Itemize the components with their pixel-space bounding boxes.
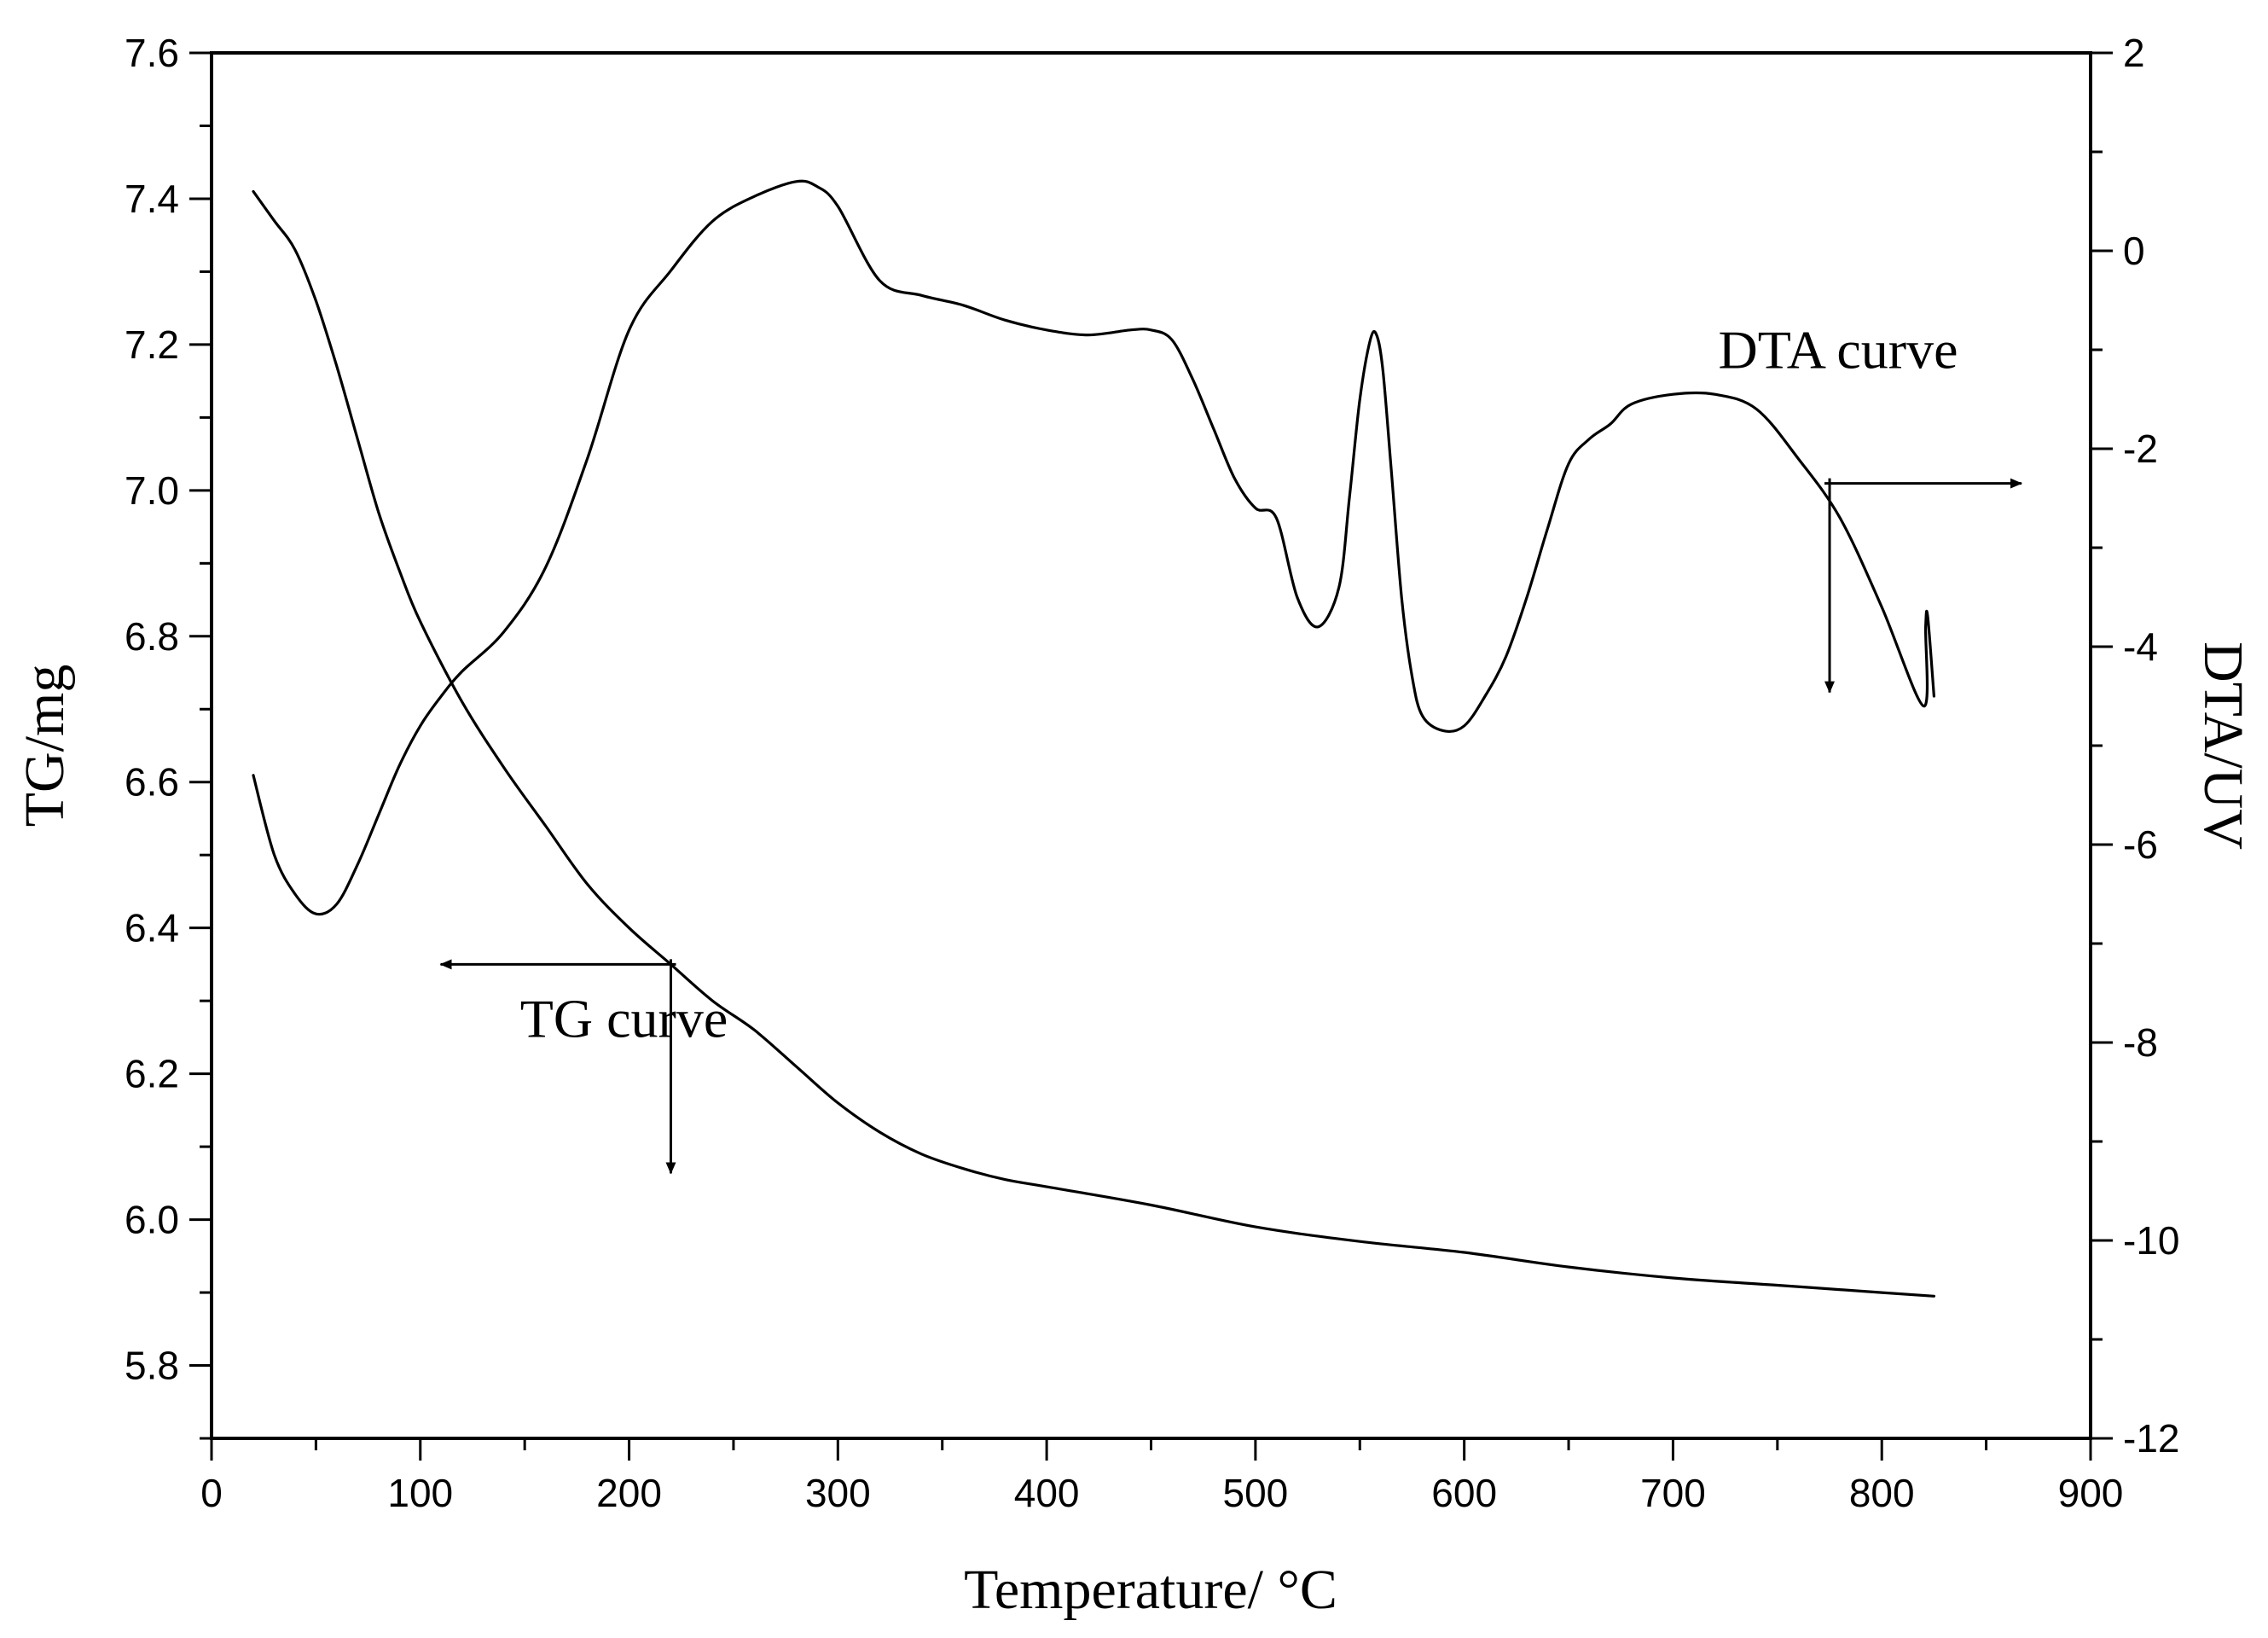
y-left-tick-label: 6.8: [125, 614, 179, 659]
x-axis-title: Temperature/ °C: [964, 1559, 1337, 1621]
y-right-tick-label: 2: [2123, 31, 2145, 75]
x-tick-label: 200: [596, 1471, 662, 1515]
y-left-tick-label: 6.0: [125, 1198, 179, 1242]
dta-curve-label: DTA curve: [1719, 320, 1958, 380]
y-left-tick-label: 7.0: [125, 468, 179, 513]
y-left-tick-label: 7.4: [125, 177, 179, 221]
y-left-tick-label: 7.6: [125, 31, 179, 75]
y-left-tick-label: 5.8: [125, 1344, 179, 1388]
x-tick-label: 600: [1431, 1471, 1497, 1515]
dta-curve-line: [252, 179, 1935, 916]
annotation-layer: TG curve DTA curve: [439, 320, 2023, 1175]
plot-frame: [210, 51, 2092, 1440]
y-left-tick-label: 6.4: [125, 906, 179, 950]
x-tick-label: 400: [1014, 1471, 1080, 1515]
y-right-tick-label: -10: [2123, 1218, 2179, 1263]
x-tick-label: 500: [1223, 1471, 1289, 1515]
x-axis: 0 100 200 300 400 500 600 700 800 900: [200, 1438, 2123, 1515]
x-tick-label: 900: [2058, 1471, 2124, 1515]
left-y-axis: 5.8 6.0 6.2 6.4 6.6 6.8 7.0 7.2 7.4 7.6: [125, 31, 212, 1440]
y-right-tick-label: -6: [2123, 822, 2158, 867]
x-tick-label: 800: [1849, 1471, 1915, 1515]
y-left-tick-label: 6.2: [125, 1052, 179, 1096]
y-left-tick-label: 7.2: [125, 322, 179, 367]
y-right-tick-label: -4: [2123, 624, 2158, 669]
x-tick-label: 700: [1640, 1471, 1706, 1515]
y-left-tick-label: 6.6: [125, 760, 179, 804]
x-tick-label: 100: [387, 1471, 453, 1515]
tg-curve-line: [252, 189, 1935, 1298]
tg-curve-label: TG curve: [520, 988, 728, 1048]
y-right-tick-label: -8: [2123, 1020, 2158, 1065]
left-axis-title: TG/mg: [14, 665, 76, 828]
right-y-axis: -12 -10 -8 -6 -4 -2 0 2: [2091, 31, 2179, 1461]
x-tick-label: 300: [805, 1471, 871, 1515]
x-tick-label: 0: [200, 1471, 223, 1515]
y-right-tick-label: -12: [2123, 1416, 2179, 1461]
right-axis-title: DTA/UV: [2192, 642, 2254, 850]
series-layer: [252, 179, 1935, 1298]
y-right-tick-label: -2: [2123, 427, 2158, 471]
y-right-tick-label: 0: [2123, 229, 2145, 273]
